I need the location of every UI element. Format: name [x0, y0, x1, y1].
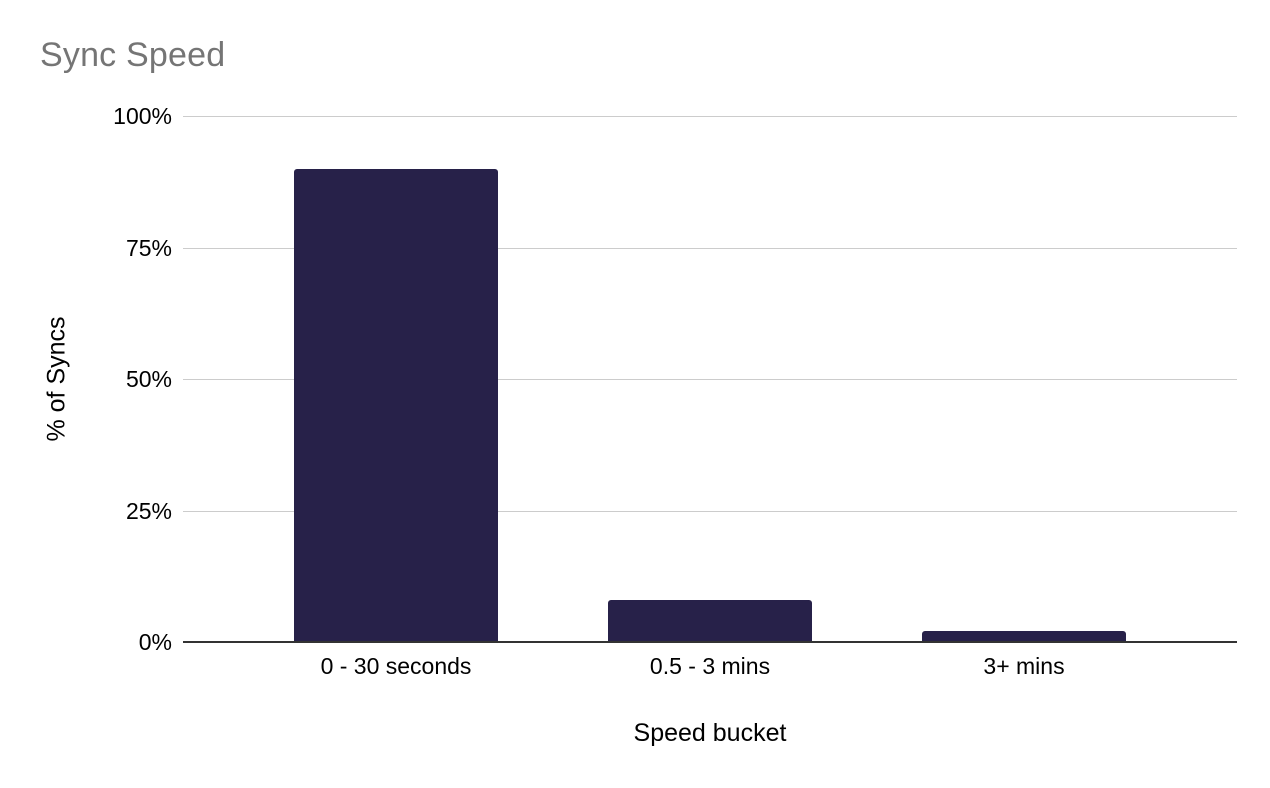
- bar-3+-mins[interactable]: [922, 631, 1126, 642]
- x-axis-line: [183, 641, 1237, 643]
- x-axis-title: Speed bucket: [633, 719, 787, 747]
- gridline-50: [183, 379, 1237, 380]
- gridline-75: [183, 247, 1237, 249]
- y-tick-label: 50%: [125, 366, 172, 392]
- bar-0-30-seconds[interactable]: [294, 169, 498, 642]
- gridline-100: [183, 116, 1237, 117]
- plot-area: [183, 116, 1237, 643]
- bar-0-5-3-mins[interactable]: [608, 600, 812, 642]
- y-tick-label: 75%: [125, 234, 172, 261]
- y-tick-label: 0%: [138, 629, 172, 655]
- x-category-label: 3+ mins: [983, 653, 1065, 679]
- chart-title: Sync Speed: [40, 36, 226, 74]
- y-tick-label: 100%: [113, 103, 172, 129]
- y-tick-label: 25%: [125, 497, 172, 524]
- x-category-label: 0 - 30 seconds: [320, 653, 472, 679]
- x-category-label: 0.5 - 3 mins: [649, 653, 771, 679]
- gridline-25: [183, 510, 1237, 512]
- y-axis-title: % of Syncs: [42, 316, 71, 442]
